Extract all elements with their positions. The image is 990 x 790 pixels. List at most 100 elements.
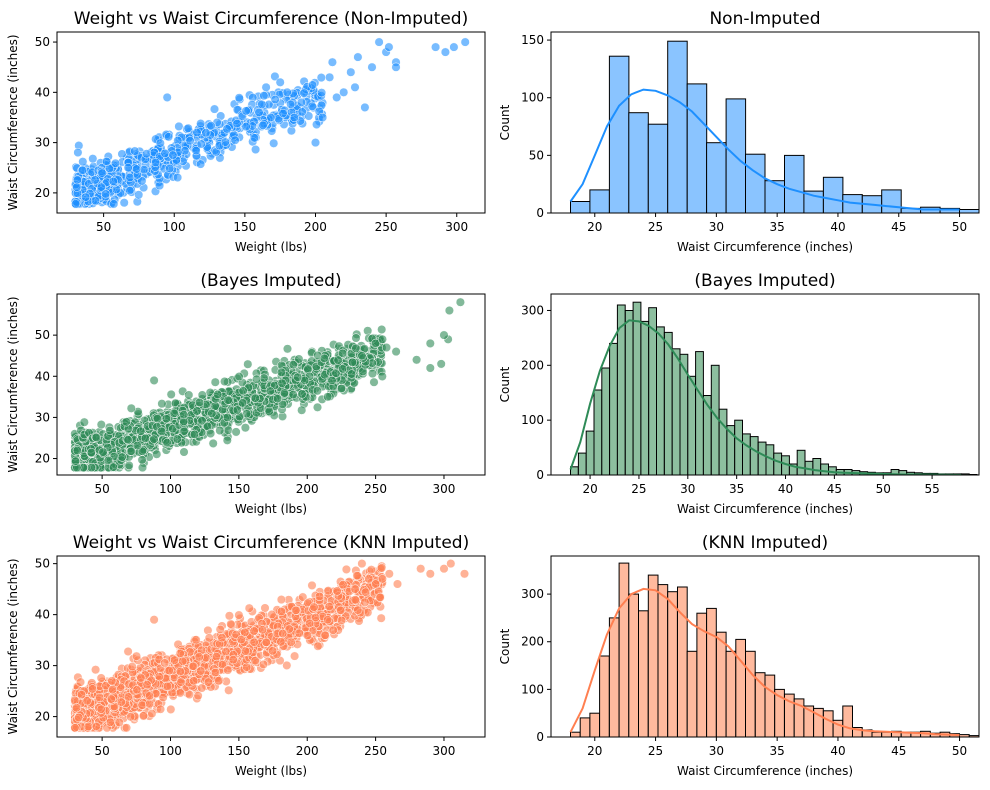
x-tick-label: 50 — [876, 482, 891, 496]
scatter-point — [223, 395, 233, 405]
histogram-bar — [812, 458, 822, 475]
scatter-point — [158, 692, 168, 703]
scatter-point — [276, 606, 286, 617]
scatter-point — [257, 99, 267, 109]
scatter-point — [243, 359, 253, 369]
scatter-point — [71, 703, 82, 713]
scatter-point — [250, 393, 260, 403]
scatter-point — [367, 62, 377, 72]
scatter-point — [361, 587, 371, 597]
histogram-bar — [599, 655, 610, 737]
x-tick-label: 100 — [163, 220, 186, 234]
x-tick-label: 250 — [375, 220, 398, 234]
histogram-bar — [842, 705, 853, 737]
x-tick-label: 50 — [96, 220, 111, 234]
x-tick-label: 30 — [680, 482, 695, 496]
scatter-point — [157, 399, 167, 409]
scatter-point — [275, 77, 285, 87]
scatter-point — [320, 630, 330, 640]
scatter-point — [220, 376, 230, 387]
scatter-point — [119, 198, 129, 208]
scatter-point — [210, 377, 220, 387]
axes-frame — [550, 555, 980, 738]
scatter-point — [169, 655, 180, 665]
y-tick-label: 0 — [536, 206, 544, 220]
scatter-point — [137, 455, 147, 465]
scatter-point — [91, 721, 101, 731]
scatter-point — [83, 721, 93, 732]
plot-area — [70, 559, 470, 733]
scatter-point — [168, 150, 178, 160]
scatter-point — [149, 615, 159, 625]
scatter-point — [179, 426, 189, 436]
scatter-point — [152, 449, 162, 459]
scatter-point — [416, 564, 426, 574]
scatter-point — [224, 685, 234, 695]
chart-hist-nonimputed: 20 25 30 35 40 45 50050100150Non-ImputedWaist … — [498, 9, 980, 254]
scatter-point — [259, 91, 269, 101]
scatter-point — [75, 677, 86, 687]
scatter-point — [353, 605, 363, 615]
scatter-point — [191, 635, 201, 645]
scatter-point — [72, 446, 82, 456]
x-tick-label: 35 — [729, 482, 744, 496]
x-tick-label: 40 — [830, 744, 845, 758]
scatter-point — [357, 351, 367, 361]
scatter-point — [337, 615, 347, 625]
scatter-point — [178, 656, 188, 666]
scatter-point — [95, 693, 105, 703]
scatter-point — [194, 652, 204, 662]
scatter-point — [311, 613, 321, 623]
chart-title: (KNN Imputed) — [702, 533, 828, 553]
scatter-point — [126, 403, 136, 413]
histogram-bar — [609, 342, 618, 475]
scatter-point — [327, 57, 337, 67]
scatter-point — [142, 680, 152, 690]
histogram-bar — [695, 351, 704, 475]
histogram-bar — [628, 593, 639, 737]
chart-title: (Bayes Imputed) — [200, 271, 341, 291]
scatter-point — [101, 156, 112, 166]
scatter-point — [319, 353, 329, 363]
scatter-point — [234, 372, 244, 382]
scatter-point — [123, 163, 133, 173]
x-tick-label: 40 — [778, 482, 793, 496]
scatter-point — [71, 456, 81, 466]
scatter-point — [175, 688, 185, 698]
y-axis-label: Waist Circumference (inches) — [6, 34, 20, 210]
scatter-point — [240, 627, 250, 637]
histogram-bar — [677, 586, 688, 737]
scatter-point — [231, 427, 241, 437]
scatter-point — [377, 563, 387, 573]
scatter-point — [328, 625, 338, 635]
plot-area — [569, 562, 979, 737]
histogram-bar — [742, 433, 751, 475]
plot-area — [70, 37, 470, 209]
scatter-point — [278, 108, 288, 118]
histogram-bar — [647, 574, 659, 737]
scatter-point — [238, 398, 248, 408]
scatter-point — [425, 569, 435, 579]
scatter-point — [184, 390, 194, 400]
scatter-point — [196, 159, 206, 169]
scatter-point — [331, 368, 341, 378]
y-tick-label: 150 — [521, 33, 544, 47]
histogram-bar — [959, 209, 979, 213]
kde-line — [569, 319, 962, 475]
scatter-point — [286, 99, 296, 109]
y-tick-label: 20 — [35, 452, 50, 466]
x-tick-label: 300 — [433, 744, 456, 758]
scatter-point — [192, 127, 202, 138]
scatter-point — [249, 133, 259, 143]
scatter-point — [134, 190, 144, 200]
scatter-point — [209, 104, 220, 114]
scatter-point — [185, 136, 195, 146]
scatter-point — [189, 676, 199, 686]
scatter-point — [126, 712, 136, 722]
scatter-point — [339, 87, 349, 97]
scatter-point — [78, 157, 88, 167]
x-tick-label: 300 — [433, 482, 456, 496]
scatter-point — [90, 196, 101, 206]
